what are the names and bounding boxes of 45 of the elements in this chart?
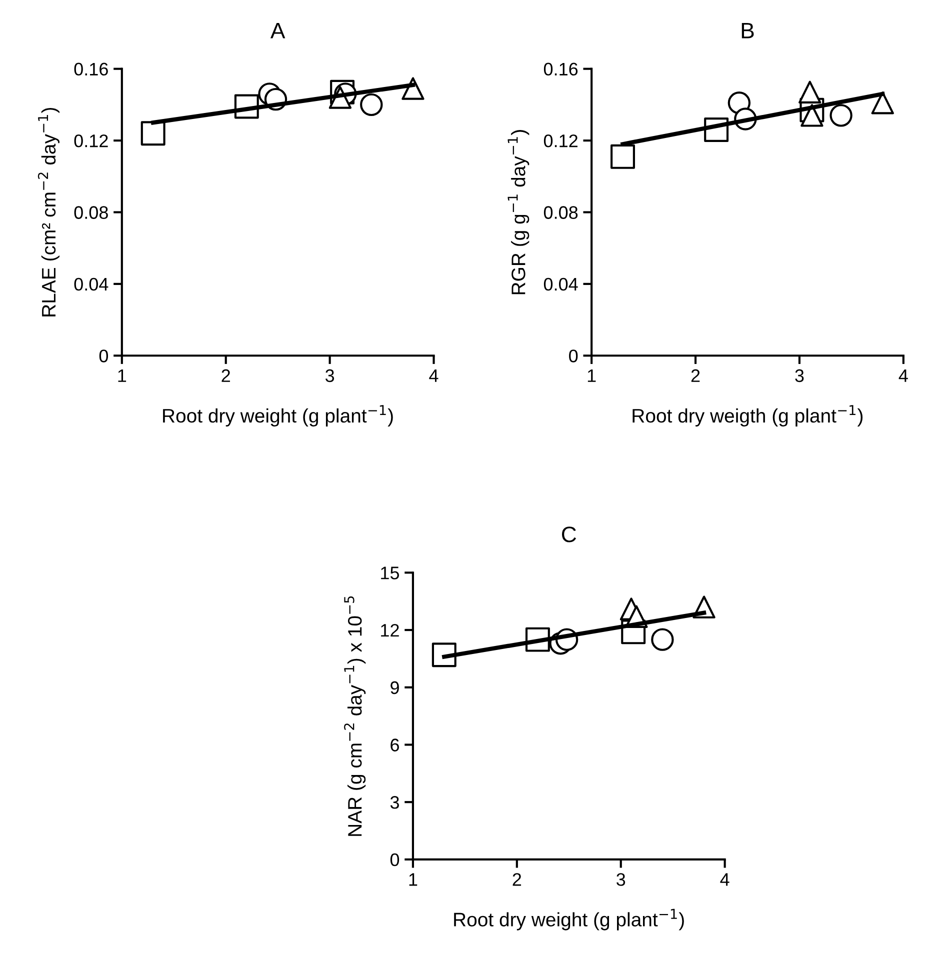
x-tick-label: 2 bbox=[512, 873, 522, 886]
point bbox=[871, 92, 894, 114]
x-tick-label: 2 bbox=[691, 369, 700, 382]
y-tick-label: 15 bbox=[381, 566, 400, 580]
point bbox=[610, 144, 635, 169]
x-tick-label: 1 bbox=[409, 873, 418, 886]
y-tick-label: 0.12 bbox=[74, 134, 108, 148]
point bbox=[360, 93, 383, 116]
y-tick-label: 0 bbox=[99, 350, 108, 362]
y-tick-label: 3 bbox=[390, 796, 399, 809]
x-axis-title: Root dry weight (g plant$^{−1}$) bbox=[163, 405, 393, 427]
x-tick-label: 4 bbox=[429, 369, 438, 382]
chart-title: A bbox=[270, 22, 286, 38]
y-tick-label: 0.12 bbox=[544, 134, 578, 148]
point bbox=[798, 80, 822, 104]
y-tick-label: 0.08 bbox=[74, 206, 108, 219]
x-tick-label: 2 bbox=[222, 369, 230, 382]
y-tick-label: 0.16 bbox=[544, 62, 578, 76]
y-tick-label: 0.08 bbox=[544, 206, 578, 219]
y-tick-label: 9 bbox=[390, 681, 399, 694]
y-tick-label: 12 bbox=[381, 624, 399, 637]
x-tick-label: 3 bbox=[795, 369, 804, 382]
chart-title: B bbox=[742, 22, 754, 38]
x-tick-label: 3 bbox=[616, 873, 626, 886]
y-tick-label: 0.04 bbox=[544, 278, 578, 291]
y-axis-title: RLAE (cm² cm$^{−2}$ day$^{−1}$) bbox=[38, 108, 60, 316]
y-axis-title: RGR (g g$^{−1}$ day$^{−1}$) bbox=[508, 130, 530, 294]
x-tick-label: 1 bbox=[588, 369, 596, 382]
y-tick-label: 0.04 bbox=[74, 278, 108, 291]
x-tick-label: 4 bbox=[898, 369, 908, 382]
point bbox=[830, 104, 852, 127]
chart-title: C bbox=[562, 526, 576, 542]
y-tick-label: 0.16 bbox=[74, 62, 108, 76]
x-axis-title: Root dry weigth (g plant$^{−1}$) bbox=[632, 405, 863, 427]
y-tick-label: 0 bbox=[569, 350, 578, 362]
y-tick-label: 0 bbox=[390, 853, 400, 866]
point bbox=[651, 628, 674, 651]
x-tick-label: 4 bbox=[720, 873, 730, 886]
y-axis-title: NAR (g cm$^{−2}$ day$^{−1}$) x 10$^{−5}$ bbox=[344, 596, 366, 836]
point bbox=[140, 121, 166, 146]
x-axis-title: Root dry weight (g plant$^{−1}$) bbox=[454, 908, 684, 930]
point bbox=[800, 104, 824, 127]
y-tick-label: 6 bbox=[390, 738, 399, 752]
x-tick-label: 3 bbox=[325, 369, 334, 382]
x-tick-label: 1 bbox=[118, 369, 126, 382]
